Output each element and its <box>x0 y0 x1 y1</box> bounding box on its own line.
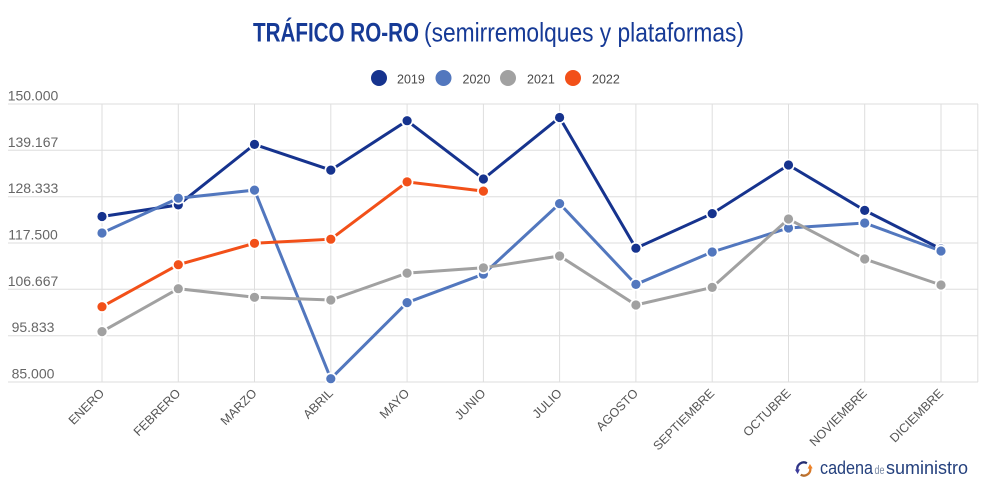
svg-text:2021: 2021 <box>527 72 555 86</box>
svg-text:128.333: 128.333 <box>8 180 59 196</box>
svg-text:106.667: 106.667 <box>8 273 59 289</box>
svg-text:de: de <box>875 465 885 477</box>
svg-text:2020: 2020 <box>463 72 491 86</box>
svg-text:(semirremolques y plataformas): (semirremolques y plataformas) <box>424 18 744 48</box>
svg-text:cadena: cadena <box>820 458 874 478</box>
svg-text:2022: 2022 <box>592 72 620 86</box>
svg-text:150.000: 150.000 <box>8 88 59 104</box>
svg-text:suministro: suministro <box>886 458 968 478</box>
svg-text:95.833: 95.833 <box>12 319 55 335</box>
svg-text:2019: 2019 <box>397 72 425 86</box>
svg-text:85.000: 85.000 <box>12 366 55 382</box>
svg-text:139.167: 139.167 <box>8 134 59 150</box>
svg-text:TRÁFICO RO-RO: TRÁFICO RO-RO <box>253 17 419 48</box>
svg-text:117.500: 117.500 <box>8 227 58 243</box>
